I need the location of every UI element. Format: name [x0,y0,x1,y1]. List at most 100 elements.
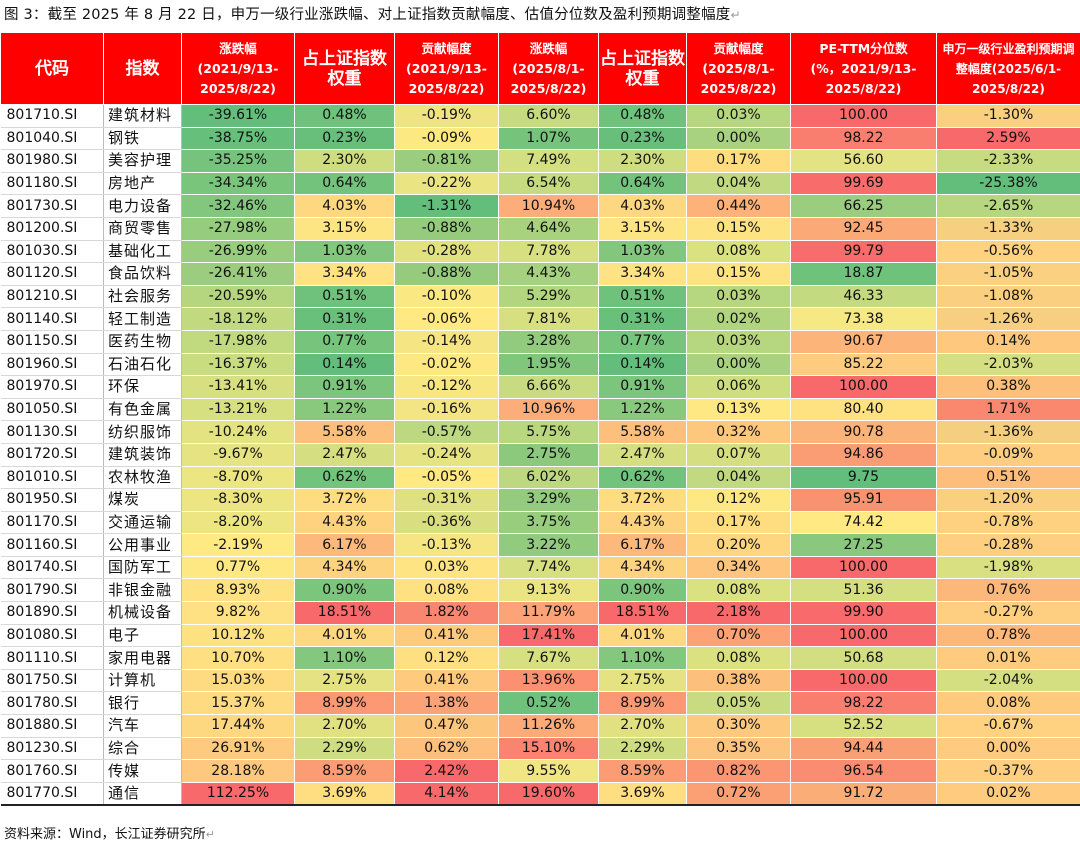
table-row: 801160.SI 公用事业 -2.19% 6.17% -0.13% 3.22% 6.17%… [0,533,1080,557]
cell-col-return-short: 9.55% [498,759,599,783]
cell-col-contrib-short: 0.04% [686,466,791,490]
cell-col-contrib-short: 0.82% [686,759,791,783]
cell-col-earnings-revision: -1.33% [936,217,1080,241]
cell-col-earnings-revision: 1.71% [936,398,1080,422]
cell-col-weight-short: 8.59% [598,759,687,783]
cell-code: 801230.SI [0,737,104,761]
table-row: 801960.SI 石油石化 -16.37% 0.14% -0.02% 1.95% 0.14… [0,353,1080,377]
cell-col-weight-long: 0.77% [294,330,395,354]
cell-col-pe-percentile: 46.33 [790,285,937,309]
cell-col-contrib-short: 0.13% [686,398,791,422]
cell-col-pe-percentile: 27.25 [790,533,937,557]
header-line: 2025/8/22) [700,80,777,96]
cell-col-contrib-short: 0.30% [686,714,791,738]
cell-code: 801170.SI [0,511,104,535]
cell-col-return-short: 19.60% [498,782,599,807]
cell-index-name: 建筑装饰 [103,443,182,467]
cell-col-earnings-revision: -2.04% [936,669,1080,693]
cell-col-weight-long: 8.99% [294,691,395,716]
cell-col-weight-short: 0.77% [598,330,687,354]
cell-index-name: 轻工制造 [103,307,182,331]
cell-col-pe-percentile: 9.75 [790,466,937,490]
cell-col-contrib-long: -0.02% [394,353,499,377]
cell-col-return-short: 11.79% [498,601,599,625]
cell-code: 801790.SI [0,578,104,603]
header-line: 贡献幅度 [421,40,472,56]
table-row: 801230.SI 综合 26.91% 2.29% 0.62% 15.10% 2.29% 0.… [0,737,1080,761]
header-line: PE-TTM分位数 [819,40,908,56]
cell-col-return-long: -9.67% [181,443,295,467]
header-line: 代码 [35,58,69,79]
cell-col-weight-short: 0.64% [598,172,687,196]
cell-col-earnings-revision: -2.33% [936,149,1080,173]
cell-code: 801150.SI [0,330,104,354]
cell-col-earnings-revision: -0.28% [936,533,1080,557]
cell-col-earnings-revision: -25.38% [936,172,1080,196]
cell-col-pe-percentile: 95.91 [790,488,937,512]
cell-col-return-long: 9.82% [181,601,295,625]
cell-col-weight-short: 4.01% [598,624,687,648]
cell-index-name: 家用电器 [103,646,182,670]
table-row: 801880.SI 汽车 17.44% 2.70% 0.47% 11.26% 2.70% 0.… [0,714,1080,738]
cell-col-weight-long: 6.17% [294,533,395,557]
cell-col-contrib-long: -0.06% [394,307,499,331]
cell-col-pe-percentile: 85.22 [790,353,937,377]
cell-col-weight-short: 0.31% [598,307,687,331]
cell-col-weight-short: 6.17% [598,533,687,557]
cell-col-return-short: 3.22% [498,533,599,557]
cell-code: 801160.SI [0,533,104,557]
table-row: 801780.SI 银行 15.37% 8.99% 1.38% 0.52% 8.99% 0.0… [0,691,1080,716]
table-body: 801710.SI 建筑材料 -39.61% 0.48% -0.19% 6.60% 0.48… [0,104,1080,807]
cell-code: 801040.SI [0,127,104,151]
cell-col-return-long: -13.21% [181,398,295,422]
cell-col-return-short: 0.52% [498,691,599,716]
table-row: 801150.SI 医药生物 -17.98% 0.77% -0.14% 3.28% 0.77… [0,330,1080,354]
cell-col-return-short: 7.74% [498,556,599,580]
cell-col-contrib-long: 1.38% [394,691,499,716]
cell-col-return-short: 3.75% [498,511,599,535]
table-row: 801740.SI 国防军工 0.77% 4.34% 0.03% 7.74% 4.34% 0.… [0,556,1080,580]
cell-col-earnings-revision: -1.98% [936,556,1080,580]
cell-col-weight-short: 0.48% [598,104,687,128]
cell-index-name: 农林牧渔 [103,466,182,490]
cell-code: 801720.SI [0,443,104,467]
cell-code: 801780.SI [0,691,104,716]
header-line: (2021/9/13- [197,60,279,76]
source-text: 资料来源：Wind，长江证券研究所 [4,827,206,842]
cell-index-name: 纺织服饰 [103,420,182,444]
table-row: 801130.SI 纺织服饰 -10.24% 5.58% -0.57% 5.75% 5.58… [0,420,1080,444]
cell-col-return-short: 6.02% [498,466,599,490]
cell-col-earnings-revision: -0.78% [936,511,1080,535]
cell-index-name: 交通运输 [103,511,182,535]
cell-col-return-short: 3.28% [498,330,599,354]
cell-col-return-long: 15.37% [181,691,295,716]
cell-col-pe-percentile: 100.00 [790,375,937,399]
cell-col-pe-percentile: 18.87 [790,262,937,286]
cell-col-pe-percentile: 52.52 [790,714,937,738]
cell-col-weight-short: 0.91% [598,375,687,399]
header-row: 代码 指数 涨跌幅 (2021/9/13- 2025/8/22) 占上证指数 权重 贡献幅度 (… [0,32,1080,105]
cell-col-return-long: 10.12% [181,624,295,648]
cell-col-return-long: -26.41% [181,262,295,286]
header-line: (2025/8/1- [702,60,775,76]
cell-col-contrib-short: 0.35% [686,737,791,761]
header-line: 整幅度(2025/6/1- [955,61,1062,76]
cell-index-name: 机械设备 [103,601,182,625]
industry-table: 代码 指数 涨跌幅 (2021/9/13- 2025/8/22) 占上证指数 权重 贡献幅度 (… [0,32,1080,807]
cell-col-weight-long: 18.51% [294,601,395,625]
table-row: 801980.SI 美容护理 -35.25% 2.30% -0.81% 7.49% 2.30… [0,149,1080,173]
cell-col-weight-short: 0.14% [598,353,687,377]
cell-col-weight-long: 2.30% [294,149,395,173]
cell-col-pe-percentile: 91.72 [790,782,937,807]
cell-code: 801890.SI [0,601,104,625]
cell-col-return-short: 6.54% [498,172,599,196]
cell-col-contrib-short: 0.34% [686,556,791,580]
cell-col-contrib-long: 0.08% [394,578,499,603]
header-line: 2025/8/22) [200,80,276,96]
cell-col-weight-short: 8.99% [598,691,687,716]
cell-col-contrib-short: 0.00% [686,127,791,151]
cell-col-return-short: 2.75% [498,443,599,467]
cell-col-return-long: 28.18% [181,759,295,783]
cell-col-earnings-revision: 0.01% [936,646,1080,670]
cell-col-weight-long: 0.14% [294,353,395,377]
